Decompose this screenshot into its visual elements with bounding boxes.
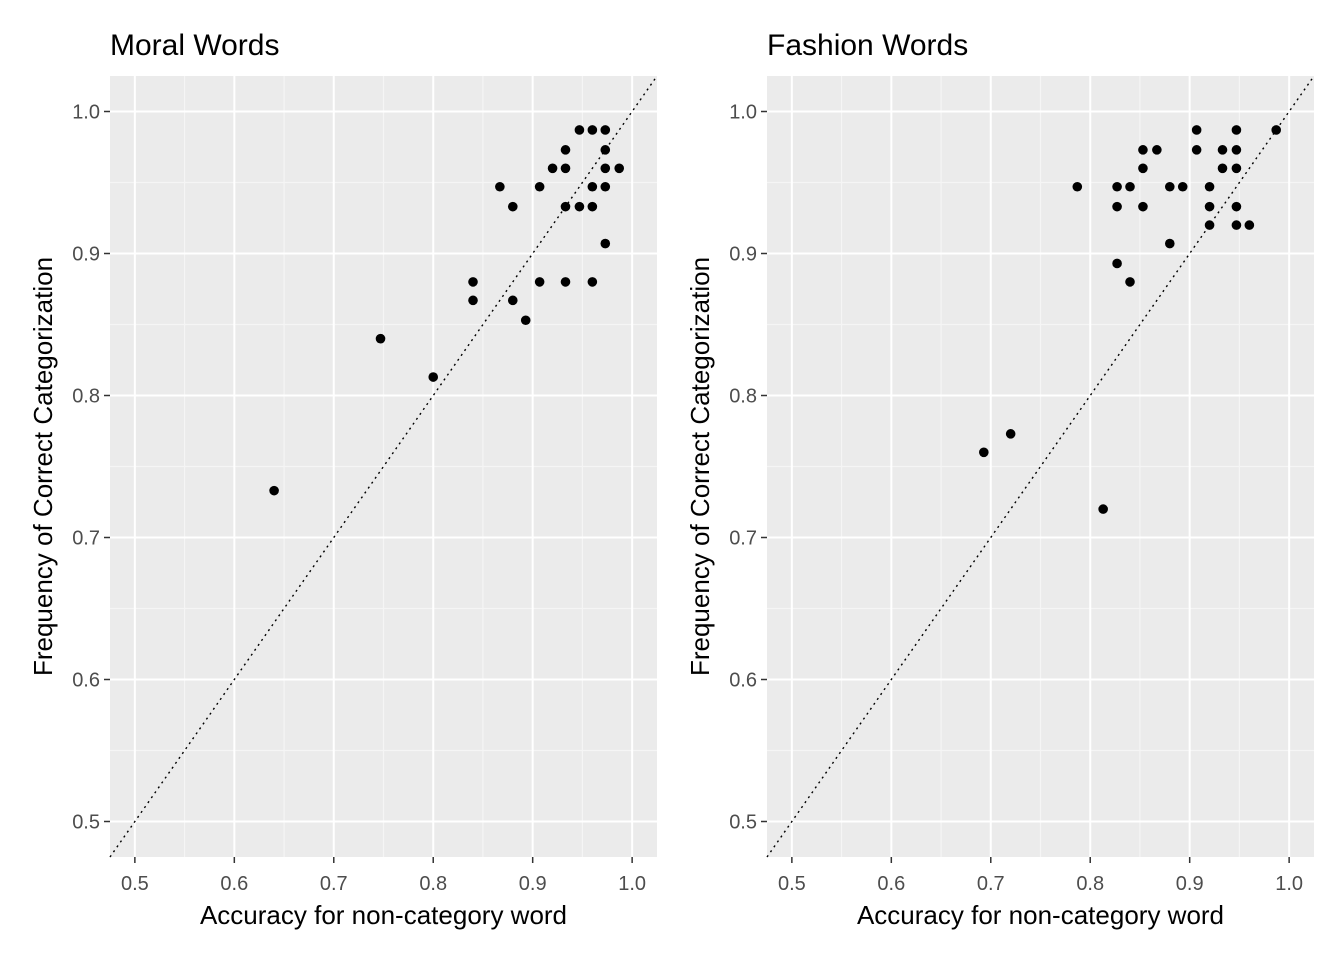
data-point — [507, 295, 518, 306]
data-point — [560, 201, 571, 212]
scatter-points — [269, 125, 625, 496]
data-point — [1125, 277, 1135, 287]
y-tick-label: 0.6 — [72, 670, 100, 692]
y-axis-title: Frequency of Correct Categorization — [685, 257, 715, 676]
x-tick-label: 0.8 — [419, 873, 447, 895]
x-tick-label: 0.7 — [977, 873, 1005, 895]
data-point — [1072, 181, 1083, 192]
y-tick-label: 0.7 — [72, 528, 100, 550]
data-point — [534, 181, 545, 192]
data-point — [1125, 181, 1135, 192]
data-point — [1098, 504, 1108, 514]
x-tick-label: 0.5 — [778, 873, 806, 895]
data-point — [1112, 181, 1122, 192]
data-point — [1112, 201, 1122, 212]
y-tick-label: 0.7 — [729, 528, 757, 550]
data-point — [1164, 238, 1175, 249]
y-axis-ticks: 0.5 0.6 0.7 0.8 0.9 1.0 — [729, 102, 767, 834]
data-point — [1244, 220, 1255, 230]
data-point — [1177, 181, 1188, 192]
y-axis-ticks: 0.5 0.6 0.7 0.8 0.9 1.0 — [72, 102, 110, 834]
data-point — [428, 372, 439, 382]
y-tick-label: 0.8 — [72, 386, 100, 408]
data-point — [1204, 220, 1215, 230]
x-tick-label: 0.9 — [1176, 873, 1204, 895]
y-tick-label: 0.8 — [729, 386, 757, 408]
x-axis-title: Accuracy for non-category word — [857, 900, 1224, 930]
data-point — [1231, 125, 1242, 135]
data-point — [1138, 145, 1148, 155]
x-tick-label: 1.0 — [618, 873, 646, 895]
data-point — [468, 277, 478, 287]
y-tick-label: 0.5 — [72, 812, 100, 834]
data-point — [574, 201, 585, 212]
data-point — [1231, 220, 1242, 230]
data-point — [587, 201, 598, 212]
chart-title: Moral Words — [110, 29, 279, 62]
data-point — [614, 163, 625, 174]
scatter-points — [979, 125, 1282, 514]
data-point — [1152, 145, 1162, 155]
y-tick-label: 1.0 — [729, 102, 757, 124]
chart-panel-fashion: Fashion Words 0.5 0.6 0.7 0.8 0.9 1.0 0.50.60… — [685, 29, 1315, 930]
data-point — [1204, 201, 1215, 212]
data-point — [468, 295, 478, 306]
data-point — [600, 181, 611, 192]
data-point — [1112, 258, 1122, 269]
x-axis-title: Accuracy for non-category word — [200, 900, 567, 930]
data-point — [520, 315, 531, 326]
data-point — [1271, 125, 1282, 135]
data-point — [587, 277, 598, 287]
data-point — [600, 145, 611, 155]
data-point — [1138, 163, 1148, 174]
x-tick-label: 0.9 — [519, 873, 547, 895]
data-point — [560, 277, 571, 287]
data-point — [560, 163, 571, 174]
x-tick-label: 0.6 — [877, 873, 905, 895]
data-point — [587, 181, 598, 192]
x-tick-label: 1.0 — [1275, 873, 1303, 895]
data-point — [534, 277, 545, 287]
data-point — [1138, 201, 1148, 212]
data-point — [495, 181, 505, 192]
data-point — [507, 201, 518, 212]
data-point — [1231, 163, 1242, 174]
data-point — [375, 333, 386, 344]
x-tick-label: 0.5 — [121, 873, 149, 895]
chart-title: Fashion Words — [767, 29, 968, 62]
y-tick-label: 1.0 — [72, 102, 100, 124]
data-point — [547, 163, 558, 174]
data-point — [587, 125, 598, 135]
y-tick-label: 0.6 — [729, 670, 757, 692]
data-point — [600, 238, 611, 249]
data-point — [1204, 181, 1215, 192]
data-point — [600, 163, 611, 174]
y-tick-label: 0.9 — [72, 244, 100, 266]
data-point — [979, 447, 989, 458]
x-axis-ticks: 0.5 0.6 0.7 0.8 0.9 1.0 — [778, 857, 1303, 895]
data-point — [1191, 145, 1202, 155]
data-point — [560, 145, 571, 155]
data-point — [269, 485, 279, 496]
y-tick-label: 0.5 — [729, 812, 757, 834]
chart-panel-moral: Moral Words 0.5 0.6 0.7 0.8 0.9 1.0 0.5 0.6 0.7… — [28, 29, 658, 930]
data-point — [1231, 145, 1242, 155]
x-axis-ticks: 0.5 0.6 0.7 0.8 0.9 1.0 — [121, 857, 646, 895]
x-tick-label: 0.8 — [1076, 873, 1104, 895]
data-point — [1217, 145, 1228, 155]
y-axis-title: Frequency of Correct Categorization — [28, 257, 58, 676]
x-tick-label: 0.7 — [320, 873, 348, 895]
data-point — [1231, 201, 1242, 212]
data-point — [1191, 125, 1202, 135]
y-tick-label: 0.9 — [729, 244, 757, 266]
data-point — [1164, 181, 1175, 192]
x-tick-label: 0.6 — [220, 873, 248, 895]
data-point — [600, 125, 611, 135]
data-point — [1217, 163, 1228, 174]
data-point — [574, 125, 585, 135]
data-point — [1005, 429, 1016, 439]
